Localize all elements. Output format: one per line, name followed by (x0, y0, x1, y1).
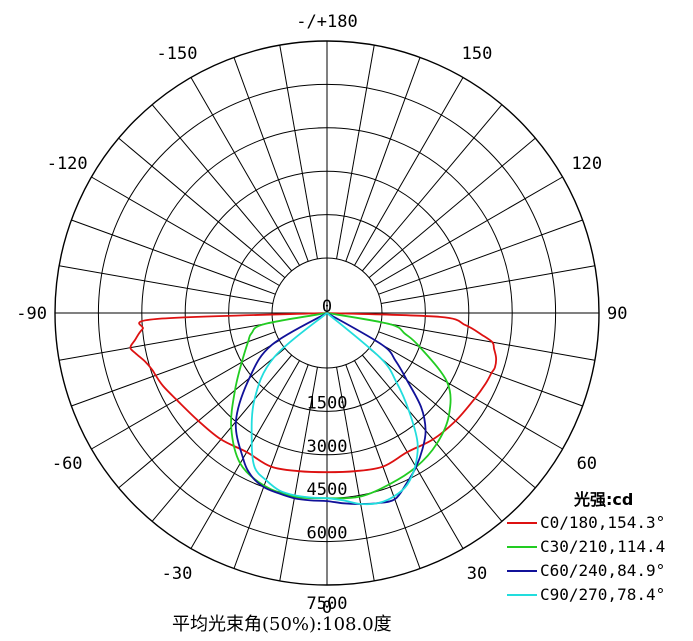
grid-spoke (361, 354, 503, 522)
label-layer: 0 1500 3000 4500 6000 7500 -/+180 150 -150 120 -12… (16, 12, 627, 618)
beam-angle-footer: 平均光束角(50%):108.0度 (172, 614, 392, 635)
legend-label: C0/180,154.3° (540, 513, 665, 532)
radial-tick-label: 4500 (307, 480, 348, 500)
grid-spoke (59, 322, 273, 361)
series-curve (234, 312, 427, 505)
grid-spoke (151, 104, 293, 272)
angle-label: -120 (47, 154, 88, 174)
grid-spoke (118, 347, 286, 489)
grid-spoke (368, 137, 536, 279)
grid-spoke (354, 360, 464, 549)
grid-spoke (378, 331, 583, 407)
grid-spoke (71, 219, 276, 295)
grid-spoke (151, 354, 293, 522)
grid-spoke (71, 331, 276, 407)
grid-spoke (279, 367, 318, 581)
grid-spoke (378, 219, 583, 295)
radial-tick-label: 0 (322, 297, 332, 317)
series-curve (250, 312, 419, 506)
series-layer (129, 312, 498, 506)
series-curve (129, 312, 498, 474)
grid-spoke (91, 176, 280, 286)
legend-label: C60/240,84.9° (540, 561, 665, 580)
grid-spoke (345, 57, 421, 262)
grid-spoke (190, 77, 300, 266)
angle-label: 90 (607, 304, 627, 324)
angle-label: 60 (577, 454, 597, 474)
legend: 光强:cd C0/180,154.3° C30/210,114.4 C60/240,… (507, 490, 665, 604)
grid-spoke (336, 45, 375, 259)
grid-spoke (368, 347, 536, 489)
grid-spoke (361, 104, 503, 272)
grid-spoke (190, 360, 300, 549)
radial-tick-label: 7500 (307, 594, 348, 614)
grid-spoke (381, 265, 595, 304)
angle-label: -30 (162, 564, 193, 584)
legend-title: 光强:cd (573, 490, 633, 509)
grid-spoke (118, 137, 286, 279)
angle-label: -150 (157, 44, 198, 64)
angle-label: -90 (16, 304, 47, 324)
legend-label: C90/270,78.4° (540, 585, 665, 604)
grid-spoke (374, 340, 563, 450)
angle-label: -60 (52, 454, 83, 474)
grid-spoke (59, 265, 273, 304)
angle-label: 0 (322, 598, 332, 618)
legend-label: C30/210,114.4 (540, 537, 665, 556)
grid-spoke (354, 77, 464, 266)
grid-spoke (374, 176, 563, 286)
radial-tick-label: 3000 (307, 437, 348, 457)
radial-tick-label: 6000 (307, 524, 348, 544)
angle-label: -/+180 (296, 12, 357, 32)
angle-label: 30 (467, 564, 487, 584)
grid-spoke (279, 45, 318, 259)
angle-label: 120 (571, 154, 602, 174)
angle-label: 150 (462, 44, 493, 64)
grid-spoke (336, 367, 375, 581)
grid-spoke (381, 322, 595, 361)
radial-tick-label: 1500 (307, 393, 348, 413)
grid-spoke (91, 340, 280, 450)
grid-spoke (233, 57, 309, 262)
